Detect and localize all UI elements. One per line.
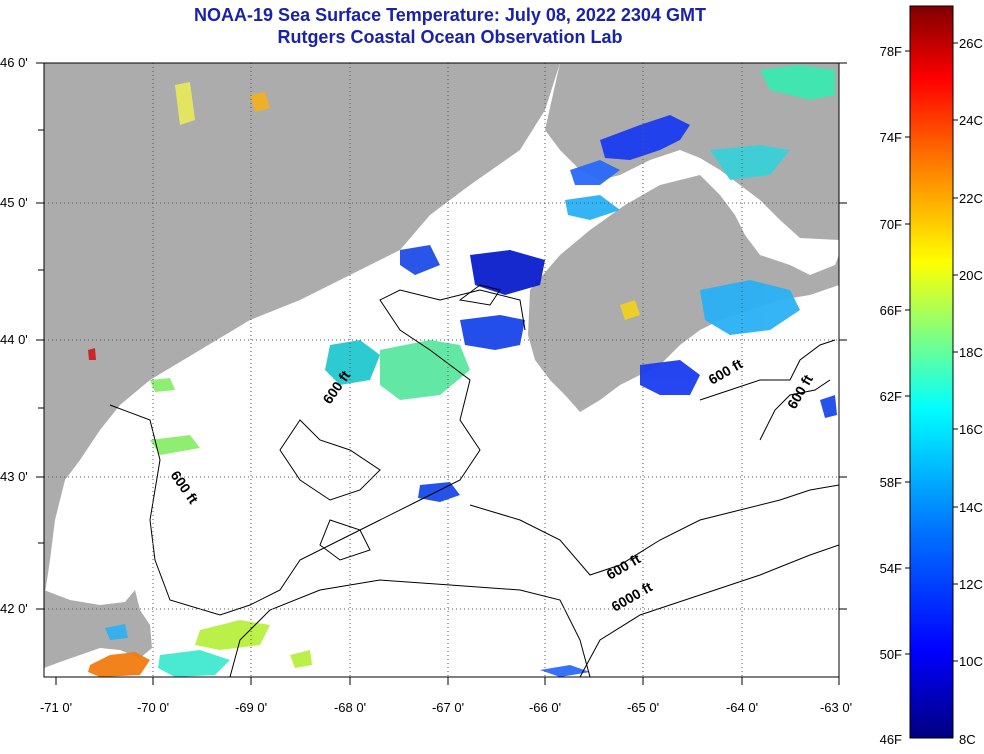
lon-label-63: -63 0' [820, 700, 852, 715]
land-new-brunswick [545, 63, 839, 240]
lon-label-68: -68 0' [334, 700, 366, 715]
lon-label-66: -66 0' [529, 700, 561, 715]
lat-label-46: 46 0' [0, 55, 28, 70]
lon-label-65: -65 0' [627, 700, 659, 715]
cb-f-78: 78F [880, 44, 902, 59]
cb-f-46: 46F [880, 732, 902, 747]
lon-label-67: -67 0' [432, 700, 464, 715]
sst-patches [88, 65, 837, 677]
cb-c-8: 8C [959, 732, 976, 747]
lat-label-44: 44 0' [0, 332, 28, 347]
cb-f-50: 50F [880, 647, 902, 662]
bathymetry-contours [109, 284, 839, 677]
cb-c-24: 24C [959, 113, 983, 128]
lon-label-64: -64 0' [726, 700, 758, 715]
map-subtitle: Rutgers Coastal Ocean Observation Lab [277, 27, 623, 47]
map-title: NOAA-19 Sea Surface Temperature: July 08… [194, 5, 706, 25]
cb-c-12: 12C [959, 577, 983, 592]
cb-f-66: 66F [880, 303, 902, 318]
cb-f-62: 62F [880, 389, 902, 404]
lat-label-43: 43 0' [0, 469, 28, 484]
cb-c-22: 22C [959, 191, 983, 206]
land-nova-scotia [528, 175, 839, 412]
cb-c-18: 18C [959, 345, 983, 360]
cb-f-74: 74F [880, 130, 902, 145]
cb-c-10: 10C [959, 654, 983, 669]
lon-label-71: -71 0' [40, 700, 72, 715]
cb-c-16: 16C [959, 422, 983, 437]
graticule [44, 63, 839, 677]
cb-c-26: 26C [959, 36, 983, 51]
cb-c-14: 14C [959, 500, 983, 515]
latitude-axis: 46 0' 45 0' 44 0' 43 0' 42 0' [0, 55, 847, 616]
lat-label-45: 45 0' [0, 195, 28, 210]
cb-f-58: 58F [880, 475, 902, 490]
colorbar-gradient [909, 5, 954, 739]
cb-f-54: 54F [880, 561, 902, 576]
land-new-england [44, 63, 560, 600]
map-frame [43, 62, 840, 678]
cb-c-20: 20C [959, 268, 983, 283]
colorbar: 78F 74F 70F 66F 62F 58F 54F 50F 46F 26C … [880, 5, 983, 747]
lat-label-42: 42 0' [0, 601, 28, 616]
lon-label-70: -70 0' [137, 700, 169, 715]
lon-label-69: -69 0' [235, 700, 267, 715]
cb-f-70: 70F [880, 217, 902, 232]
longitude-axis: -71 0' -70 0' -69 0' -68 0' -67 0' -66 0… [40, 677, 852, 715]
